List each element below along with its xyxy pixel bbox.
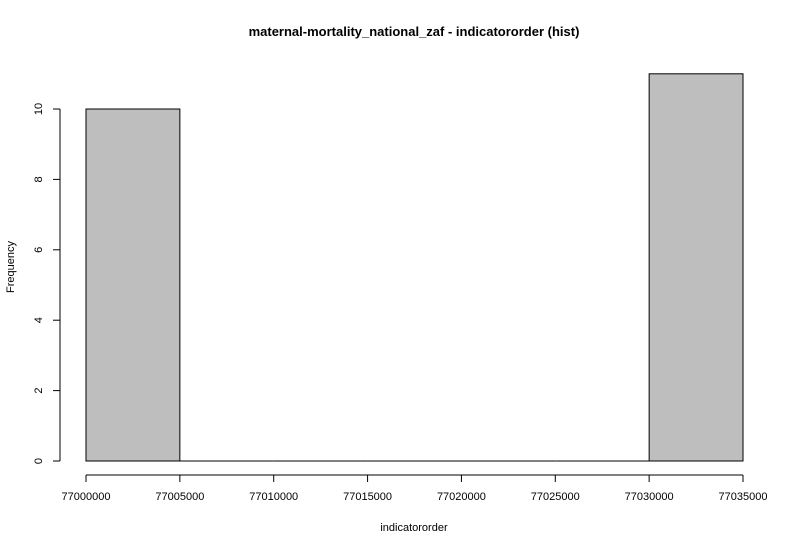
y-tick-label: 2 <box>33 388 45 394</box>
x-tick-label: 77010000 <box>249 491 298 503</box>
histogram-bar <box>648 73 744 462</box>
y-tick-label: 6 <box>33 247 45 253</box>
x-tick-label: 77030000 <box>625 491 674 503</box>
x-tick-label: 77020000 <box>437 491 486 503</box>
x-axis-label: indicatororder <box>380 522 448 534</box>
x-axis: 77000000 77005000 77010000 77015000 77020000… <box>62 474 768 503</box>
y-tick-label: 10 <box>33 103 45 115</box>
x-tick-label: 77005000 <box>155 491 204 503</box>
chart-title: maternal-mortality_national_zaf - indica… <box>249 24 580 39</box>
y-axis-label: Frequency <box>5 241 17 293</box>
y-tick-label: 4 <box>33 317 45 323</box>
x-tick-label: 77025000 <box>531 491 580 503</box>
bars-layer <box>85 73 744 462</box>
y-tick-label: 0 <box>33 458 45 464</box>
x-tick-label: 77015000 <box>343 491 392 503</box>
histogram-bar <box>85 108 181 462</box>
x-tick-label: 77035000 <box>719 491 768 503</box>
y-tick-label: 8 <box>33 176 45 182</box>
x-tick-label: 77000000 <box>62 491 111 503</box>
y-axis: 0 2 4 6 8 10 <box>33 103 61 464</box>
